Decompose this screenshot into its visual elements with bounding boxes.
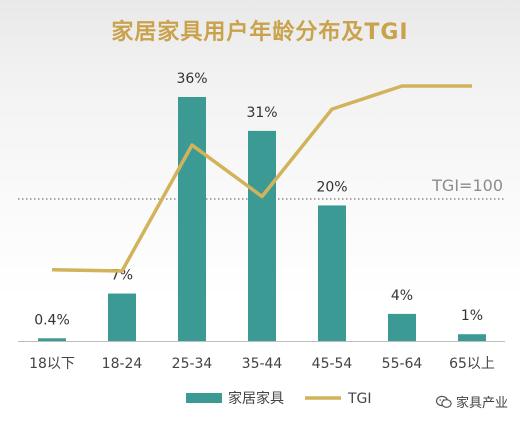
- wechat-icon: [435, 395, 452, 408]
- legend-bar-label: 家居家具: [228, 390, 284, 407]
- bar-label-0: 0.4%: [34, 312, 70, 328]
- bar-label-5: 4%: [391, 288, 413, 304]
- legend: 家居家具 TGI: [186, 390, 372, 407]
- bar-label-6: 1%: [461, 308, 483, 324]
- legend-bar-swatch: [186, 393, 222, 403]
- watermark-text: 家具产业: [455, 396, 508, 411]
- bar-4: [318, 205, 346, 341]
- x-tick-3: 35-44: [242, 356, 283, 372]
- bar-6: [458, 334, 486, 341]
- bar-series: [38, 97, 486, 341]
- x-tick-2: 25-34: [172, 356, 213, 372]
- x-tick-1: 18-24: [102, 356, 143, 372]
- bar-0: [38, 338, 66, 341]
- tgi-reference-label: TGI=100: [431, 176, 503, 195]
- bar-label-3: 31%: [246, 105, 277, 121]
- x-tick-6: 65以上: [449, 356, 495, 372]
- x-tick-labels: 18以下 18-24 25-34 35-44 45-54 55-64 65以上: [29, 356, 495, 372]
- legend-line-label: TGI: [347, 391, 372, 407]
- bar-1: [108, 293, 136, 341]
- x-tick-0: 18以下: [29, 356, 75, 372]
- tgi-line-series: [51, 84, 472, 273]
- bar-2: [178, 97, 206, 341]
- bar-3: [248, 130, 276, 341]
- x-tick-4: 45-54: [312, 356, 353, 372]
- bar-label-4: 20%: [316, 179, 347, 195]
- reference-layer: TGI=100: [18, 176, 505, 200]
- bar-value-labels: 0.4%7%36%31%20%4%1%: [34, 71, 483, 328]
- watermark: 家具产业: [435, 392, 508, 411]
- x-tick-5: 55-64: [382, 356, 423, 372]
- bar-label-2: 36%: [176, 71, 207, 87]
- chart-title: 家居家具用户年龄分布及TGI: [111, 20, 409, 45]
- bar-5: [388, 313, 416, 341]
